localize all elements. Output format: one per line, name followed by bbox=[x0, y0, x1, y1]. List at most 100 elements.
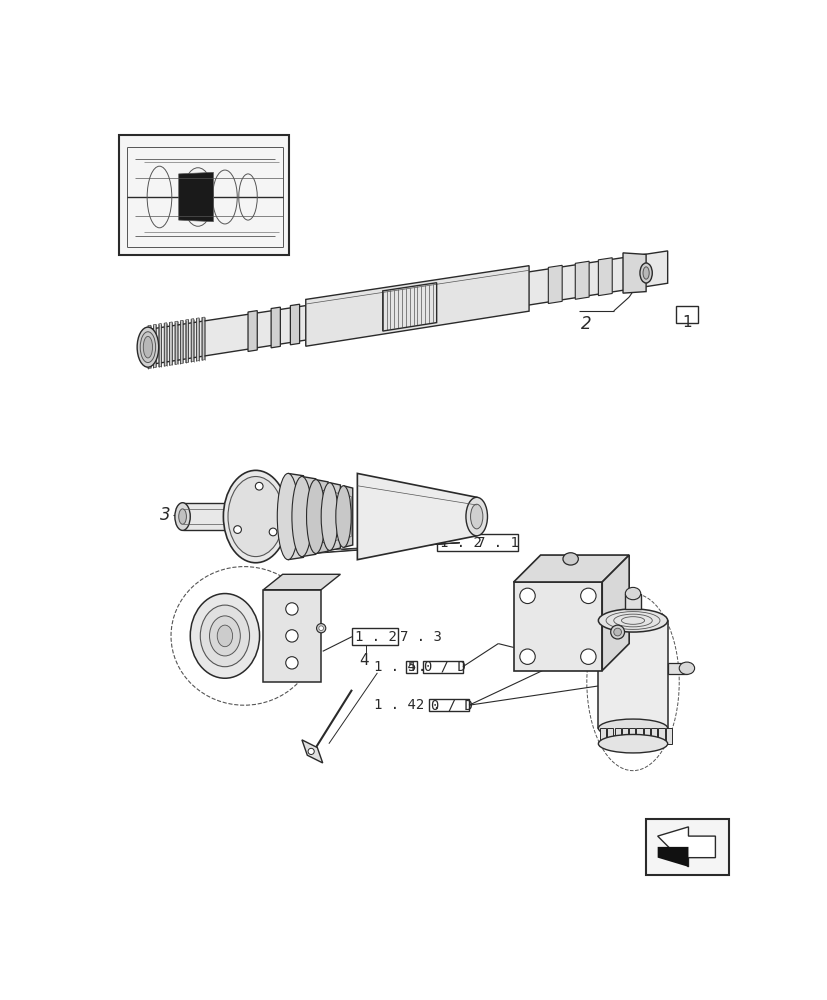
Polygon shape bbox=[263, 590, 321, 682]
Ellipse shape bbox=[233, 526, 241, 533]
Ellipse shape bbox=[285, 630, 298, 642]
Polygon shape bbox=[317, 490, 326, 544]
Text: 7 . 3: 7 . 3 bbox=[399, 630, 441, 644]
Ellipse shape bbox=[610, 625, 624, 639]
Polygon shape bbox=[170, 322, 172, 365]
Polygon shape bbox=[148, 325, 151, 369]
Polygon shape bbox=[289, 484, 302, 549]
Ellipse shape bbox=[174, 503, 190, 530]
Text: 1 . 2: 1 . 2 bbox=[355, 630, 396, 644]
Polygon shape bbox=[622, 253, 645, 293]
Ellipse shape bbox=[223, 470, 288, 563]
Ellipse shape bbox=[318, 626, 323, 631]
Bar bbox=[643, 728, 649, 744]
Bar bbox=[621, 728, 627, 744]
Polygon shape bbox=[153, 324, 155, 368]
Ellipse shape bbox=[624, 587, 640, 600]
Polygon shape bbox=[598, 620, 667, 728]
Polygon shape bbox=[547, 265, 562, 304]
Ellipse shape bbox=[519, 649, 534, 664]
Ellipse shape bbox=[519, 588, 534, 604]
Ellipse shape bbox=[598, 719, 667, 738]
Bar bbox=[614, 728, 620, 744]
Bar bbox=[405, 661, 416, 673]
Ellipse shape bbox=[470, 504, 482, 529]
Ellipse shape bbox=[639, 263, 652, 283]
Polygon shape bbox=[345, 495, 351, 538]
Text: 2: 2 bbox=[581, 315, 591, 333]
Ellipse shape bbox=[227, 477, 283, 557]
Polygon shape bbox=[305, 266, 528, 346]
Bar bbox=[600, 728, 605, 744]
Text: 4: 4 bbox=[359, 653, 369, 668]
Ellipse shape bbox=[292, 477, 312, 557]
Ellipse shape bbox=[140, 332, 155, 363]
Ellipse shape bbox=[678, 662, 694, 674]
Text: 3: 3 bbox=[160, 506, 171, 524]
Bar bbox=[436, 534, 517, 551]
Polygon shape bbox=[159, 324, 161, 367]
Ellipse shape bbox=[598, 609, 667, 632]
Ellipse shape bbox=[137, 327, 159, 367]
Bar bbox=[650, 728, 657, 744]
Ellipse shape bbox=[466, 497, 487, 536]
Ellipse shape bbox=[580, 649, 595, 664]
Ellipse shape bbox=[306, 480, 325, 554]
Polygon shape bbox=[180, 320, 183, 364]
Polygon shape bbox=[357, 473, 476, 560]
Ellipse shape bbox=[190, 594, 259, 678]
Ellipse shape bbox=[613, 628, 621, 636]
Polygon shape bbox=[624, 594, 640, 609]
Text: 5: 5 bbox=[406, 660, 414, 674]
Text: 1 . 4: 1 . 4 bbox=[373, 660, 415, 674]
Polygon shape bbox=[174, 321, 177, 364]
Polygon shape bbox=[179, 172, 213, 222]
Bar bbox=[423, 661, 462, 673]
Bar bbox=[657, 728, 664, 744]
Polygon shape bbox=[657, 847, 687, 867]
Ellipse shape bbox=[143, 336, 152, 358]
Ellipse shape bbox=[336, 486, 351, 547]
Ellipse shape bbox=[316, 624, 325, 633]
Text: 1 . 42 .: 1 . 42 . bbox=[373, 698, 440, 712]
Bar bbox=[428, 699, 468, 711]
Ellipse shape bbox=[179, 509, 186, 524]
Ellipse shape bbox=[255, 482, 263, 490]
Bar bbox=[636, 728, 642, 744]
Polygon shape bbox=[191, 319, 194, 362]
Polygon shape bbox=[575, 261, 589, 299]
Polygon shape bbox=[248, 311, 257, 351]
Bar bbox=[351, 628, 398, 645]
Ellipse shape bbox=[580, 588, 595, 604]
Ellipse shape bbox=[217, 625, 232, 647]
Polygon shape bbox=[202, 317, 204, 360]
Bar bbox=[513, 582, 601, 671]
Text: 7 . 1: 7 . 1 bbox=[476, 536, 518, 550]
Polygon shape bbox=[302, 740, 323, 763]
Polygon shape bbox=[331, 492, 338, 541]
Ellipse shape bbox=[277, 473, 299, 560]
Polygon shape bbox=[343, 486, 352, 547]
Ellipse shape bbox=[562, 553, 577, 565]
Ellipse shape bbox=[643, 267, 648, 279]
Polygon shape bbox=[263, 574, 340, 590]
Polygon shape bbox=[315, 480, 327, 554]
Polygon shape bbox=[598, 258, 611, 296]
Polygon shape bbox=[329, 483, 340, 550]
Polygon shape bbox=[657, 827, 715, 867]
Ellipse shape bbox=[308, 748, 314, 754]
Ellipse shape bbox=[269, 528, 276, 536]
Ellipse shape bbox=[285, 603, 298, 615]
Bar bbox=[665, 728, 671, 744]
Bar bbox=[629, 728, 634, 744]
Polygon shape bbox=[164, 323, 166, 366]
Text: 1 . 2: 1 . 2 bbox=[439, 536, 481, 550]
Polygon shape bbox=[185, 319, 188, 363]
Polygon shape bbox=[290, 304, 299, 345]
Ellipse shape bbox=[598, 734, 667, 753]
Polygon shape bbox=[601, 555, 629, 671]
Polygon shape bbox=[270, 307, 280, 348]
Polygon shape bbox=[303, 487, 314, 546]
Polygon shape bbox=[513, 555, 629, 582]
Bar bbox=[606, 728, 613, 744]
